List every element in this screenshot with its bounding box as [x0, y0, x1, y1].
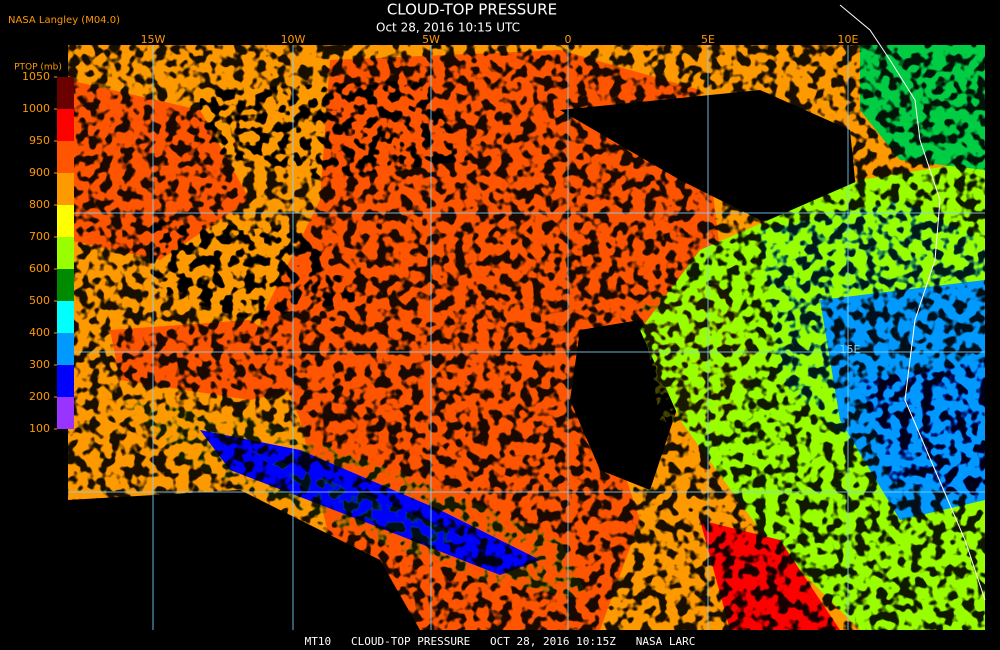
colorbar-segment: [57, 301, 74, 333]
colorbar-tick-label: 1050: [22, 70, 50, 83]
colorbar-tick-label: 200: [29, 390, 50, 403]
colorbar-segment: [57, 141, 74, 173]
colorbar-segment: [57, 365, 74, 397]
title: CLOUD-TOP PRESSURE: [387, 1, 557, 19]
satellite-image: [68, 45, 985, 630]
subtitle: Oct 28, 2016 10:15 UTC: [376, 21, 520, 35]
graticule: [68, 4, 986, 630]
colorbar-segment: [57, 77, 74, 109]
colorbar-tick-label: 400: [29, 326, 50, 339]
colorbar-segment: [57, 333, 74, 365]
longitude-label: 10W: [281, 33, 306, 46]
longitude-label: 15W: [141, 33, 166, 46]
colorbar-tick-label: 500: [29, 294, 50, 307]
colorbar-tick-label: 600: [29, 262, 50, 275]
grid-label: 15E: [840, 343, 861, 356]
longitude-label: 5W: [422, 33, 440, 46]
colorbar-segment: [57, 269, 74, 301]
footer: MT10 CLOUD-TOP PRESSURE OCT 28, 2016 10:…: [305, 635, 696, 648]
longitude-label: 10E: [838, 33, 859, 46]
colorbar-tick-label: 900: [29, 166, 50, 179]
colorbar-segment: [57, 397, 74, 429]
colorbar-segment: [57, 237, 74, 269]
source-label: NASA Langley (M04.0): [8, 15, 120, 26]
colorbar-tick-label: 100: [29, 422, 50, 435]
coastline: [839, 4, 986, 601]
longitude-label: 5E: [701, 33, 715, 46]
longitude-label: 0: [565, 33, 572, 46]
colorbar-tick-label: 800: [29, 198, 50, 211]
footer-bar: [0, 633, 1000, 650]
colorbar-segment: [57, 173, 74, 205]
colorbar-tick-label: 950: [29, 134, 50, 147]
colorbar-tick-label: 700: [29, 230, 50, 243]
colorbar-tick-label: 300: [29, 358, 50, 371]
colorbar-segment: [57, 109, 74, 141]
colorbar-segment: [57, 205, 74, 237]
colorbar-title: PTOP (mb): [14, 63, 62, 73]
colorbar-tick-label: 1000: [22, 102, 50, 115]
